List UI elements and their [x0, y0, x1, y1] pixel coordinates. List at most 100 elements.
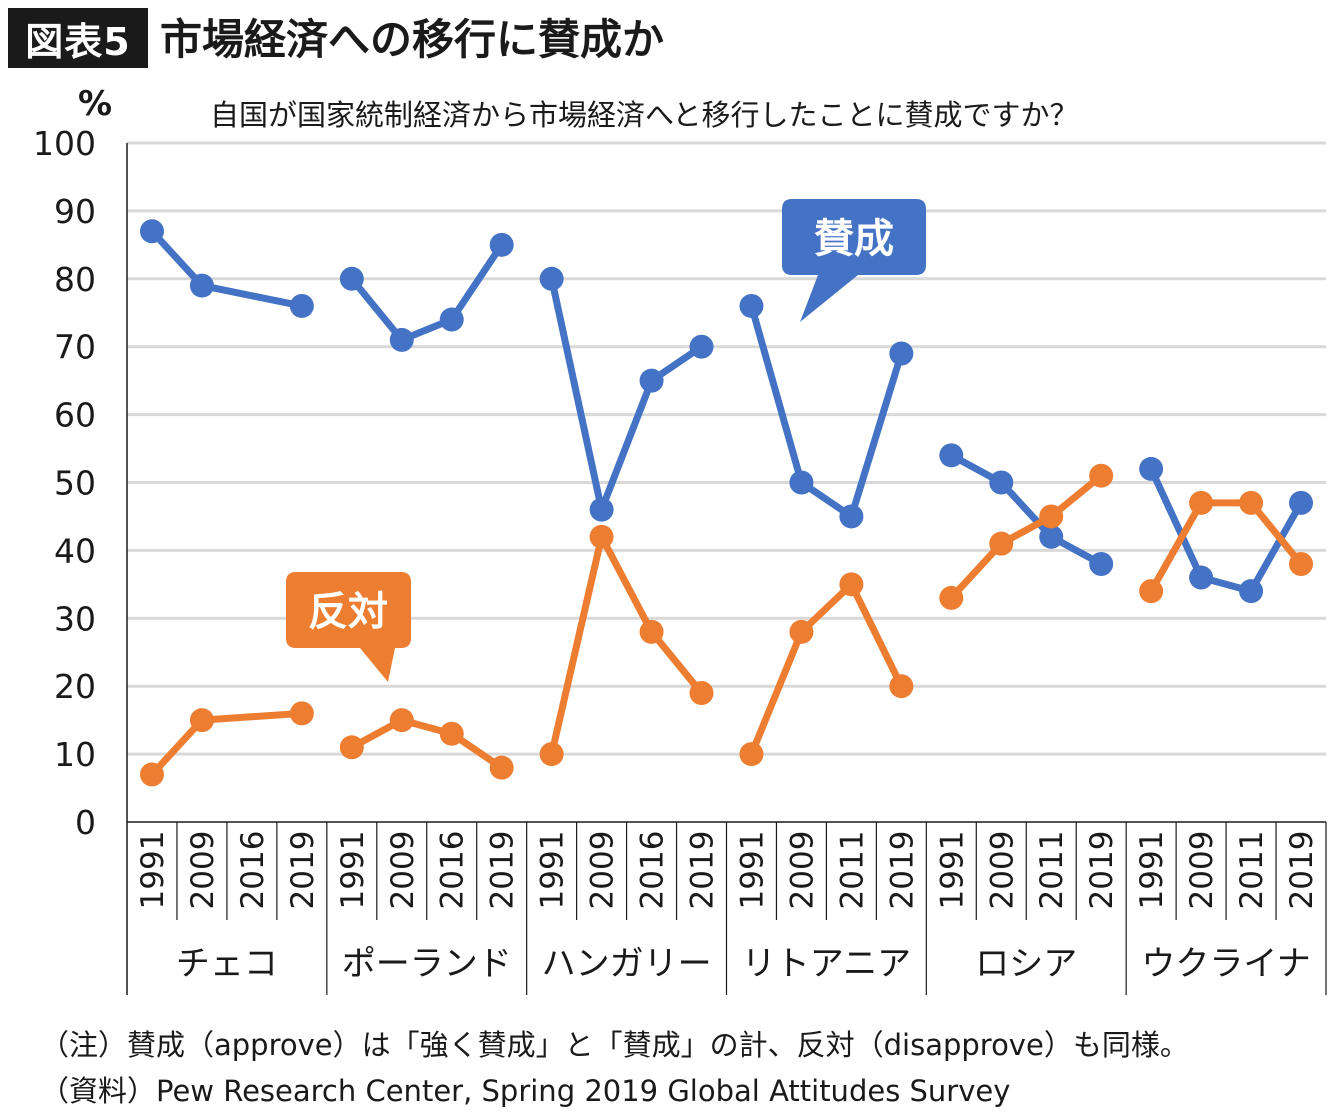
- disapprove-point: [939, 585, 964, 610]
- figure-number-badge: 図表5: [8, 8, 148, 68]
- disapprove-point: [789, 619, 814, 644]
- disapprove-line-3: [747, 580, 905, 758]
- y-tick-label: 40: [54, 531, 96, 570]
- approve-point: [839, 504, 864, 529]
- disapprove-point: [589, 524, 614, 549]
- x-tick-label: 2019: [485, 831, 521, 910]
- approve-line-4: [947, 451, 1105, 568]
- approve-point: [989, 470, 1014, 495]
- approve-line-0: [148, 227, 306, 310]
- approve-point: [189, 273, 214, 298]
- approve-point: [1289, 490, 1314, 515]
- chart-subtitle: 自国が国家統制経済から市場経済へと移行したことに賛成ですか？: [210, 98, 1079, 132]
- approve-point: [489, 232, 514, 257]
- approve-point: [889, 341, 914, 366]
- disapprove-point: [189, 708, 214, 733]
- disapprove-point: [489, 755, 514, 780]
- approve-point: [1239, 579, 1264, 604]
- disapprove-line-1: [348, 716, 506, 772]
- x-tick-label: 2009: [984, 831, 1020, 910]
- x-tick-label: 2009: [385, 831, 421, 910]
- x-tick-label: 1991: [734, 831, 770, 910]
- x-tick-label: 2016: [235, 831, 271, 910]
- disapprove-line-2: [548, 533, 706, 758]
- disapprove-point: [439, 721, 464, 746]
- disapprove-point: [989, 531, 1014, 556]
- group-label-2: ハンガリー: [542, 944, 712, 984]
- x-tick-label: 2009: [585, 831, 621, 910]
- x-tick-label: 2016: [635, 831, 671, 910]
- disapprove-point: [1189, 490, 1214, 515]
- y-tick-label: 90: [54, 192, 96, 231]
- x-tick-label: 2019: [1084, 831, 1120, 910]
- approve-point: [689, 334, 714, 359]
- approve-point: [1139, 456, 1164, 481]
- disapprove-point: [539, 742, 564, 767]
- approve-line-3: [747, 302, 905, 520]
- disapprove-line-0: [148, 709, 306, 778]
- x-tick-label: 2009: [1184, 831, 1220, 910]
- x-tick-label: 2011: [834, 831, 870, 910]
- disapprove-line-5: [1147, 499, 1305, 595]
- approve-point: [589, 497, 614, 522]
- x-tick-label: 2019: [1284, 831, 1320, 910]
- disapprove-point: [839, 572, 864, 597]
- x-tick-label: 2016: [435, 831, 471, 910]
- y-tick-label: 80: [54, 260, 96, 299]
- y-tick-label: 0: [75, 803, 96, 842]
- approve-point: [639, 368, 664, 393]
- y-tick-label: 30: [54, 599, 96, 638]
- approve-line-5: [1147, 465, 1305, 595]
- callout-approve-bubble: [782, 199, 926, 322]
- callouts: 賛成 反対: [286, 199, 926, 682]
- x-tick-label: 2011: [1234, 831, 1270, 910]
- approve-point: [139, 219, 164, 244]
- disapprove-point: [1289, 551, 1314, 576]
- group-label-5: ウクライナ: [1141, 944, 1310, 984]
- x-tick-label: 2019: [685, 831, 721, 910]
- callout-approve: 賛成: [782, 199, 926, 322]
- y-tick-label: 20: [54, 667, 96, 706]
- y-tick-label: 10: [54, 735, 96, 774]
- grid-lines: [127, 141, 1326, 756]
- disapprove-point: [1239, 490, 1264, 515]
- y-tick-label: 100: [33, 124, 96, 163]
- approve-point: [539, 266, 564, 291]
- callout-disapprove: 反対: [286, 572, 411, 682]
- approve-point: [389, 327, 414, 352]
- x-tick-label: 1991: [135, 831, 171, 910]
- group-label-3: リトアニア: [742, 944, 911, 984]
- x-tick-label: 2009: [185, 831, 221, 910]
- disapprove-point: [1039, 504, 1064, 529]
- disapprove-point: [139, 762, 164, 787]
- x-tick-label: 1991: [1134, 831, 1170, 910]
- disapprove-point: [1089, 463, 1114, 488]
- approve-point: [789, 470, 814, 495]
- group-label-1: ポーランド: [342, 944, 512, 984]
- disapprove-point: [339, 735, 364, 760]
- disapprove-point: [689, 680, 714, 705]
- x-tick-label: 2019: [884, 831, 920, 910]
- disapprove-point: [639, 619, 664, 644]
- approve-point: [1089, 551, 1114, 576]
- x-tick-label: 2011: [1034, 831, 1070, 910]
- approve-point: [739, 293, 764, 318]
- footnote: （注）賛成（approve）は「強く賛成」と「賛成」の計、反対（disappro…: [40, 1028, 1189, 1062]
- x-tick-label: 1991: [934, 831, 970, 910]
- disapprove-point: [889, 674, 914, 699]
- y-axis-ticks: 0 10 20 30 40 50 60 70 80 90 100: [33, 124, 96, 842]
- disapprove-line-4: [947, 472, 1105, 602]
- callout-approve-label: 賛成: [814, 216, 894, 262]
- disapprove-point: [389, 708, 414, 733]
- x-tick-label: 2019: [285, 831, 321, 910]
- approve-line-1: [348, 241, 506, 344]
- callout-disapprove-label: 反対: [308, 589, 388, 635]
- approve-point: [339, 266, 364, 291]
- approve-point: [939, 443, 964, 468]
- disapprove-point: [1139, 579, 1164, 604]
- approve-point: [439, 307, 464, 332]
- source-note: （資料）Pew Research Center, Spring 2019 Glo…: [40, 1074, 1011, 1108]
- disapprove-point: [289, 701, 314, 726]
